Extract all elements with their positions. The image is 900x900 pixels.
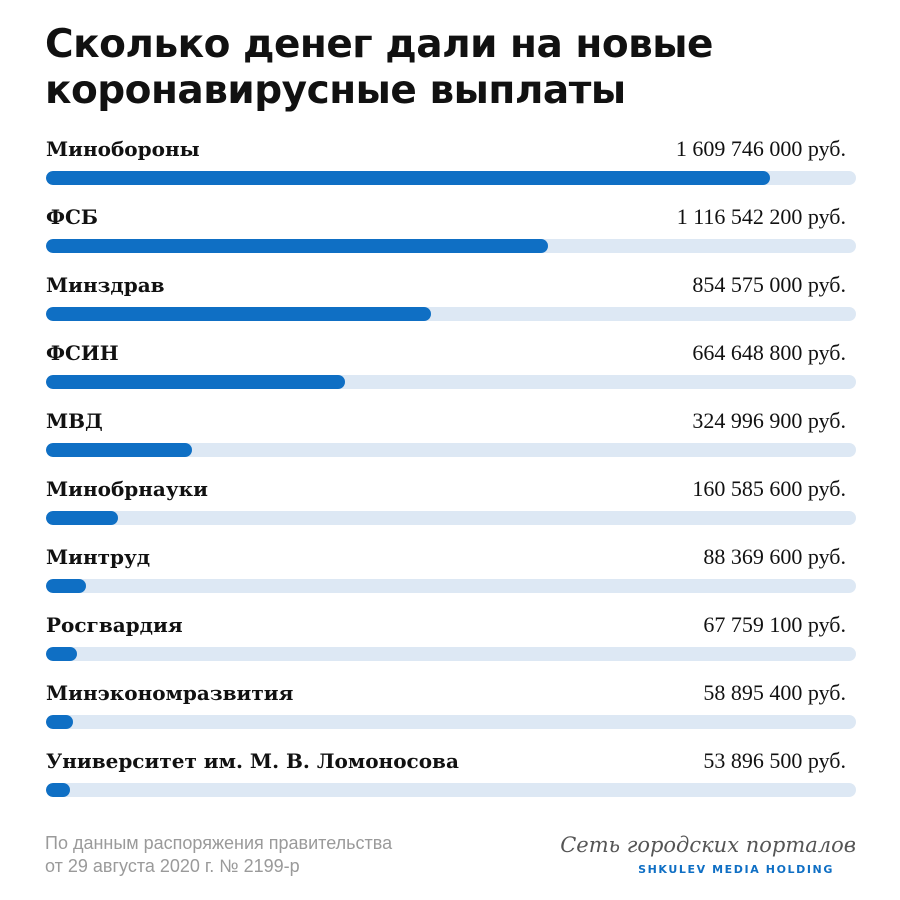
brand-logo: Сеть городских порталов SHKULEV MEDIA HO… <box>556 832 856 876</box>
source-note: По данным распоряжения правительства от … <box>45 832 525 878</box>
value-label: 67 759 100 руб. <box>703 612 846 637</box>
brand-holding: SHKULEV MEDIA HOLDING <box>638 863 834 876</box>
bar-row: МВД 324 996 900 руб. <box>46 409 856 459</box>
bar-row: Минздрав 854 575 000 руб. <box>46 273 856 323</box>
category-label: ФСИН <box>46 341 119 365</box>
category-label: Минэкономразвития <box>46 681 294 705</box>
brand-name: Сеть городских порталов <box>560 833 856 857</box>
bar-track <box>46 647 856 661</box>
bar <box>46 579 86 593</box>
bar-track <box>46 579 856 593</box>
bar <box>46 511 119 525</box>
bar-track <box>46 511 856 525</box>
category-label: МВД <box>46 409 103 433</box>
bar-track <box>46 443 856 457</box>
source-line-1: По данным распоряжения правительства <box>45 833 393 853</box>
bar-row: Университет им. М. В. Ломоносова 53 896 5… <box>46 749 856 799</box>
bar-track <box>46 715 856 729</box>
bar <box>46 171 771 185</box>
category-label: Росгвардия <box>46 613 183 637</box>
category-label: ФСБ <box>46 205 98 229</box>
value-label: 1 609 746 000 руб. <box>675 136 846 161</box>
category-label: Минтруд <box>46 545 151 569</box>
bar <box>46 239 549 253</box>
category-label: Минздрав <box>46 273 165 297</box>
bar-track <box>46 307 856 321</box>
category-label: Университет им. М. В. Ломоносова <box>46 749 459 773</box>
bar <box>46 375 346 389</box>
value-label: 854 575 000 руб. <box>692 272 846 297</box>
value-label: 664 648 800 руб. <box>692 340 846 365</box>
bar-row: ФСИН 664 648 800 руб. <box>46 341 856 391</box>
bar-track <box>46 239 856 253</box>
bar <box>46 715 73 729</box>
category-label: Минобрнауки <box>46 477 208 501</box>
value-label: 88 369 600 руб. <box>703 544 846 569</box>
value-label: 1 116 542 200 руб. <box>676 204 846 229</box>
value-label: 58 895 400 руб. <box>703 680 846 705</box>
source-line-2: от 29 августа 2020 г. № 2199-р <box>45 856 300 876</box>
bar <box>46 307 431 321</box>
value-label: 53 896 500 руб. <box>703 748 846 773</box>
bar-row: Минобороны 1 609 746 000 руб. <box>46 137 856 187</box>
value-label: 160 585 600 руб. <box>692 476 846 501</box>
bar <box>46 783 71 797</box>
bar-row: ФСБ 1 116 542 200 руб. <box>46 205 856 255</box>
value-label: 324 996 900 руб. <box>692 408 846 433</box>
category-label: Минобороны <box>46 137 200 161</box>
bar-track <box>46 171 856 185</box>
bar-track <box>46 783 856 797</box>
bar-row: Росгвардия 67 759 100 руб. <box>46 613 856 663</box>
chart-title: Сколько денег дали на новые коронавирусн… <box>45 22 714 113</box>
bar-row: Минобрнауки 160 585 600 руб. <box>46 477 856 527</box>
bar-track <box>46 375 856 389</box>
bar <box>46 443 193 457</box>
bar <box>46 647 77 661</box>
bar-row: Минтруд 88 369 600 руб. <box>46 545 856 595</box>
bar-row: Минэкономразвития 58 895 400 руб. <box>46 681 856 731</box>
